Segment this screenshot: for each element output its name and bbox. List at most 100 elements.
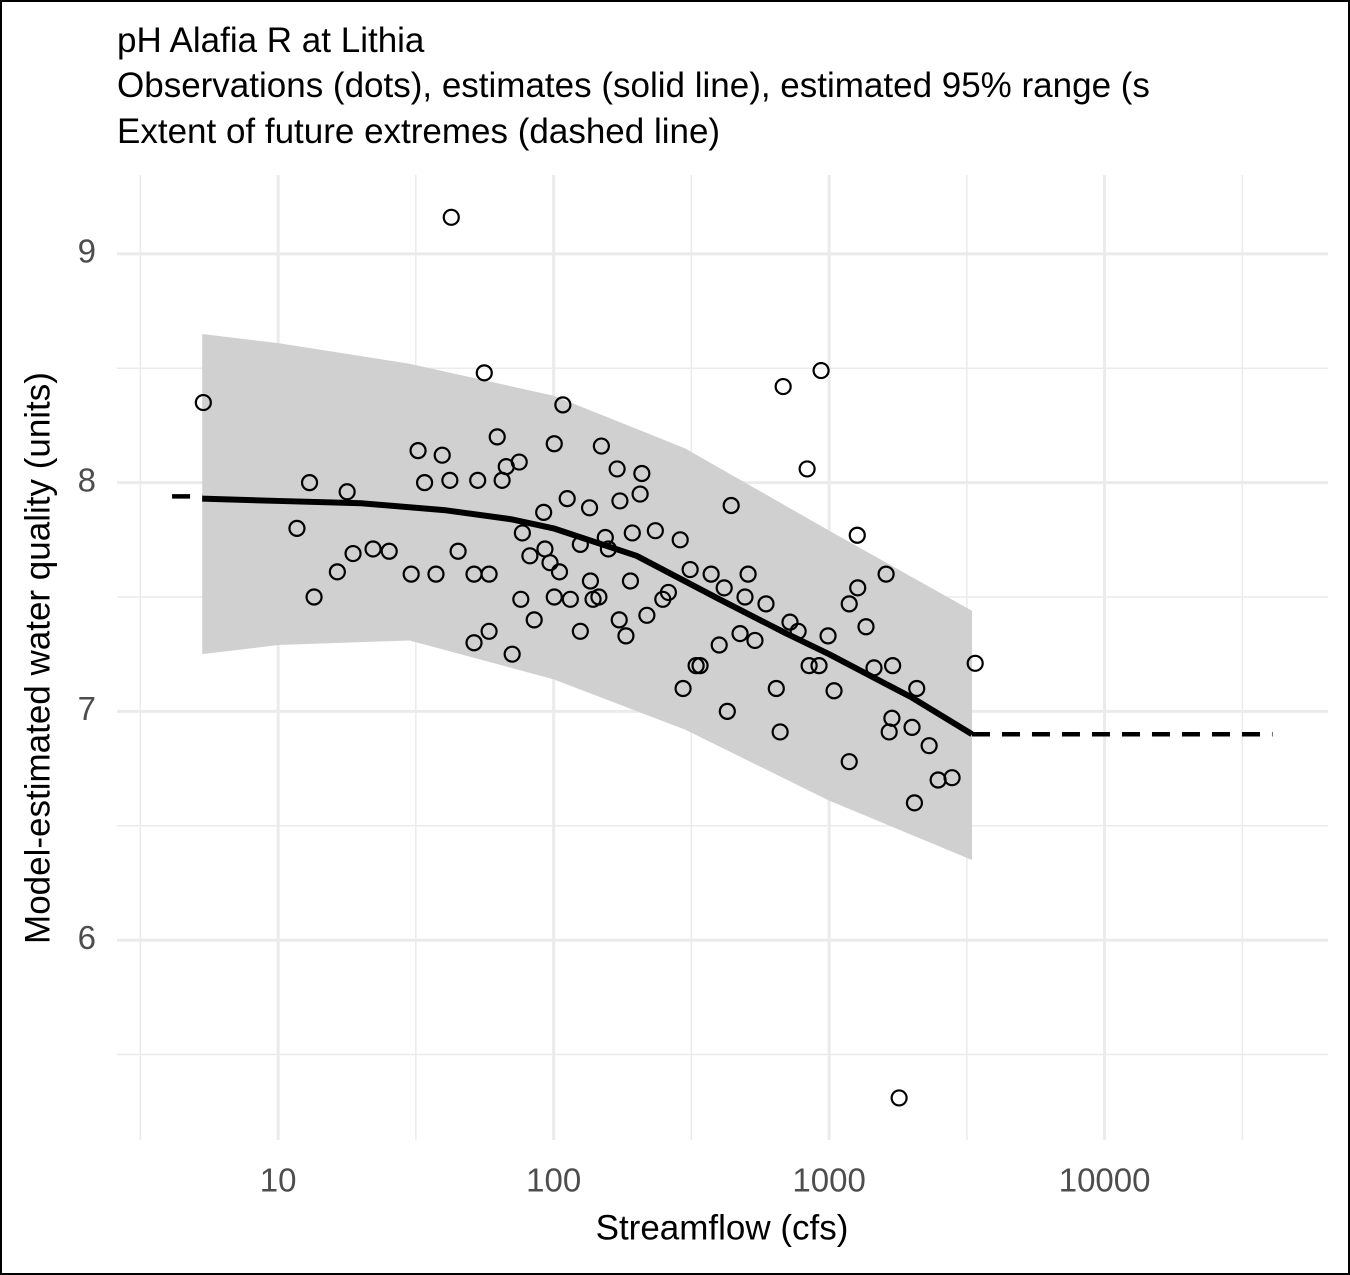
observation-point xyxy=(380,542,398,560)
y-axis-title: Model-estimated water quality (units) xyxy=(18,372,57,944)
observation-point xyxy=(580,499,599,517)
observation-point xyxy=(344,544,362,563)
observation-point xyxy=(441,471,459,489)
estimate-line xyxy=(202,495,974,737)
observation-point xyxy=(480,565,498,583)
observation-point xyxy=(510,453,528,471)
observation-point xyxy=(757,595,775,613)
title-line: Extent of future extremes (dashed line) xyxy=(117,112,720,151)
observation-point xyxy=(798,460,816,478)
observation-point xyxy=(774,377,792,396)
observation-point xyxy=(493,471,511,489)
observation-point xyxy=(865,659,883,677)
observation-point xyxy=(608,460,626,478)
observation-point xyxy=(480,622,498,640)
observation-point xyxy=(736,588,754,606)
observation-point xyxy=(943,769,961,787)
observation-point xyxy=(433,446,451,464)
observation-point xyxy=(364,540,382,558)
observation-point xyxy=(819,627,837,645)
observation-point xyxy=(521,547,539,565)
x-axis-title: Streamflow (cfs) xyxy=(596,1208,849,1247)
observation-point xyxy=(966,654,984,672)
observation-point xyxy=(338,483,356,501)
x-tick-label: 10000 xyxy=(1059,1162,1151,1199)
observation-point xyxy=(465,634,483,652)
observation-point xyxy=(691,657,709,675)
observation-point xyxy=(840,595,858,613)
confidence-band xyxy=(202,333,972,861)
observation-point xyxy=(623,524,641,542)
y-tick-label: 7 xyxy=(78,690,96,727)
observation-point xyxy=(840,753,858,771)
observation-point xyxy=(513,524,531,542)
observation-point xyxy=(550,563,569,581)
observation-point xyxy=(681,560,699,579)
observation-point xyxy=(415,474,434,492)
observation-point xyxy=(621,572,640,590)
observation-point xyxy=(584,590,602,608)
x-tick-label: 1000 xyxy=(792,1162,865,1199)
observation-point xyxy=(848,526,866,544)
observation-point xyxy=(715,579,733,597)
y-tick-label: 6 xyxy=(78,919,96,956)
observation-point xyxy=(710,636,728,654)
observation-point xyxy=(905,794,924,812)
observation-point xyxy=(849,579,867,597)
observation-point xyxy=(908,679,926,698)
observation-point xyxy=(488,428,506,446)
observation-point xyxy=(633,464,651,483)
y-tick-label: 8 xyxy=(78,461,96,498)
observation-point xyxy=(890,1089,908,1107)
observation-point xyxy=(903,718,921,736)
observation-point xyxy=(646,522,664,540)
observation-point xyxy=(328,563,346,581)
observation-point xyxy=(883,709,901,727)
observation-point xyxy=(812,361,830,380)
observation-point xyxy=(596,528,614,547)
observation-point xyxy=(581,572,600,590)
observation-point xyxy=(739,565,757,583)
title-line: Observations (dots), estimates (solid li… xyxy=(117,66,1150,105)
y-tick-label: 9 xyxy=(78,233,96,270)
x-tick-label: 10 xyxy=(260,1162,297,1199)
observation-point xyxy=(718,702,736,720)
observation-point xyxy=(402,565,420,583)
observation-point xyxy=(638,606,656,624)
observation-point xyxy=(731,624,749,643)
observation-point xyxy=(659,583,678,602)
marks xyxy=(172,208,1273,1107)
observation-point xyxy=(920,737,938,755)
observation-point xyxy=(722,496,740,515)
observation-point xyxy=(631,485,649,503)
observation-point xyxy=(545,588,563,606)
observation-point xyxy=(535,503,553,521)
observation-point xyxy=(671,531,689,549)
title-line: pH Alafia R at Lithia xyxy=(117,21,425,60)
observation-point xyxy=(558,490,576,508)
observation-point xyxy=(561,590,579,608)
observation-point xyxy=(617,627,635,645)
observation-point xyxy=(427,565,445,583)
observation-point xyxy=(599,540,617,558)
observation-point xyxy=(781,613,799,631)
observation-point xyxy=(825,682,843,700)
observation-point xyxy=(541,554,559,572)
observation-point xyxy=(475,364,493,382)
observation-point xyxy=(800,657,818,675)
observation-point xyxy=(512,590,530,608)
observation-point xyxy=(857,618,875,636)
observation-point xyxy=(771,723,789,741)
observation-point xyxy=(525,611,543,629)
observation-point xyxy=(545,435,563,453)
observation-point xyxy=(702,565,720,583)
observation-point xyxy=(449,542,467,560)
observation-point xyxy=(611,492,629,510)
observation-point xyxy=(746,631,764,650)
observation-point xyxy=(592,437,610,455)
observation-point xyxy=(884,657,902,675)
observation-point xyxy=(442,208,460,226)
x-tick-label: 100 xyxy=(526,1162,581,1199)
